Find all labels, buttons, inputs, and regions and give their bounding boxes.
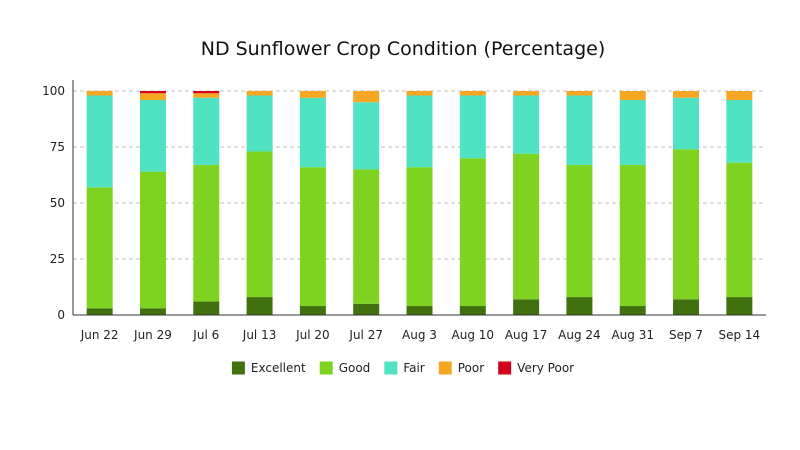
x-tick-label: Aug 3 (402, 328, 437, 342)
bar-very-poor-1 (139, 91, 166, 94)
bar-good-1 (139, 171, 166, 309)
bar-good-4 (299, 167, 326, 307)
bar-good-0 (86, 187, 113, 309)
bar-fair-1 (139, 99, 166, 172)
x-tick-label: Jul 20 (295, 328, 330, 342)
x-tick-label: Aug 10 (452, 328, 495, 342)
y-tick-label: 100 (42, 84, 65, 98)
legend-label: Good (339, 361, 371, 375)
bar-excellent-2 (193, 301, 220, 315)
bar-fair-8 (513, 95, 540, 154)
bar-poor-3 (246, 91, 273, 96)
bar-good-11 (673, 149, 700, 300)
axes: 0 25 50 75 100 Jun 22 Jun 29 Jul 6 Jul 13 Jul 20 J… (42, 80, 766, 342)
y-tick-label: 25 (50, 252, 65, 266)
bar-excellent-3 (246, 297, 273, 315)
bar-poor-5 (353, 91, 380, 103)
legend-swatch-poor (438, 361, 452, 375)
bar-fair-7 (459, 95, 486, 159)
bar-fair-9 (566, 95, 593, 165)
legend-label: Excellent (251, 361, 306, 375)
legend: Excellent Good Fair Poor Very Poor (231, 361, 574, 375)
bar-poor-6 (406, 91, 433, 96)
bar-poor-8 (513, 91, 540, 96)
bar-excellent-1 (139, 308, 166, 315)
y-tick-label: 50 (50, 196, 65, 210)
bar-good-2 (193, 164, 220, 302)
bar-good-12 (726, 162, 753, 298)
legend-swatch-good (319, 361, 333, 375)
x-tick-label: Jun 22 (80, 328, 119, 342)
bar-excellent-5 (353, 303, 380, 315)
bar-poor-12 (726, 91, 753, 100)
bars (86, 91, 753, 315)
x-tick-label: Aug 24 (558, 328, 601, 342)
y-tick-label: 75 (50, 140, 65, 154)
x-tick-label: Aug 31 (611, 328, 654, 342)
bar-excellent-6 (406, 306, 433, 315)
x-tick-label: Jul 6 (192, 328, 219, 342)
y-tick-label: 0 (57, 308, 65, 322)
bar-poor-11 (673, 91, 700, 98)
bar-good-10 (619, 164, 646, 307)
legend-label: Very Poor (517, 361, 574, 375)
bar-poor-10 (619, 91, 646, 100)
x-tick-label: Jul 13 (242, 328, 277, 342)
bar-poor-4 (299, 91, 326, 98)
bar-good-6 (406, 167, 433, 307)
legend-swatch-fair (384, 361, 398, 375)
bar-very-poor-2 (193, 91, 220, 94)
bar-fair-3 (246, 95, 273, 152)
bar-poor-1 (139, 93, 166, 100)
bar-fair-10 (619, 99, 646, 165)
legend-swatch-very-poor (498, 361, 512, 375)
bar-excellent-12 (726, 297, 753, 315)
bar-excellent-10 (619, 306, 646, 315)
bar-fair-6 (406, 95, 433, 168)
legend-label: Poor (458, 361, 484, 375)
bar-fair-5 (353, 102, 380, 170)
bar-poor-7 (459, 91, 486, 96)
legend-label: Fair (403, 361, 424, 375)
bar-fair-4 (299, 97, 326, 168)
x-tick-label: Jun 29 (133, 328, 172, 342)
bar-good-3 (246, 151, 273, 298)
bar-excellent-8 (513, 299, 540, 315)
bar-poor-0 (86, 91, 113, 96)
bar-good-7 (459, 158, 486, 307)
x-tick-label: Jul 27 (348, 328, 383, 342)
x-tick-label: Sep 7 (669, 328, 703, 342)
legend-swatch-excellent (231, 361, 245, 375)
bar-good-5 (353, 169, 380, 304)
bar-excellent-7 (459, 306, 486, 315)
bar-excellent-11 (673, 299, 700, 315)
chart-title: ND Sunflower Crop Condition (Percentage) (201, 38, 606, 60)
bar-fair-12 (726, 99, 753, 163)
x-tick-label: Aug 17 (505, 328, 548, 342)
bar-good-9 (566, 164, 593, 298)
bar-excellent-0 (86, 308, 113, 315)
bar-fair-11 (673, 97, 700, 150)
bar-good-8 (513, 153, 540, 300)
bar-excellent-4 (299, 306, 326, 315)
bar-fair-2 (193, 97, 220, 165)
bar-poor-2 (193, 93, 220, 98)
bar-excellent-9 (566, 297, 593, 315)
x-tick-label: Sep 14 (718, 328, 760, 342)
bar-poor-9 (566, 91, 593, 96)
bar-fair-0 (86, 95, 113, 188)
